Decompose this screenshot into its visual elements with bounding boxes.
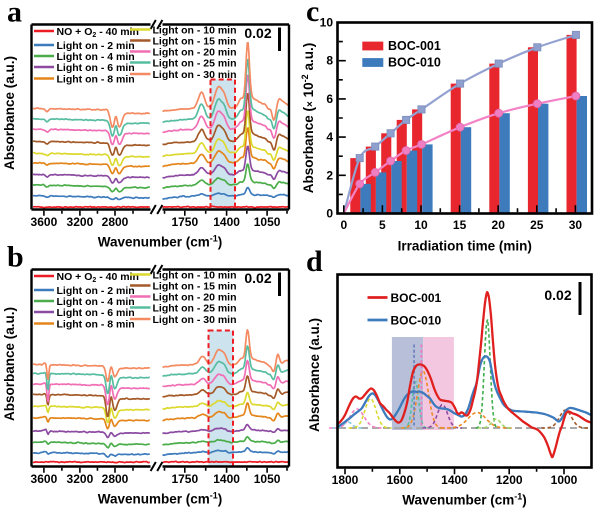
svg-text:3600: 3600 <box>31 215 58 229</box>
svg-text:Absorbance (a.u.): Absorbance (a.u.) <box>2 56 17 170</box>
svg-text:1000: 1000 <box>551 473 578 487</box>
svg-text:8: 8 <box>326 54 333 68</box>
svg-text:c: c <box>306 0 319 28</box>
svg-text:Light on - 25 min: Light on - 25 min <box>153 302 237 314</box>
svg-text:Wavenumber (cm-1): Wavenumber (cm-1) <box>98 491 223 507</box>
svg-text:0.02: 0.02 <box>544 287 571 303</box>
svg-text:15: 15 <box>453 218 467 232</box>
svg-text:Light on - 30 min: Light on - 30 min <box>153 314 237 326</box>
svg-text:Light on - 10 min: Light on - 10 min <box>153 24 237 36</box>
svg-text:Light on - 8 min: Light on - 8 min <box>57 73 135 85</box>
svg-text:Wavenumber (cm-1): Wavenumber (cm-1) <box>402 492 527 508</box>
svg-text:a: a <box>7 0 22 29</box>
svg-text:4: 4 <box>326 130 333 144</box>
svg-text:5: 5 <box>379 218 386 232</box>
svg-text:BOC-010: BOC-010 <box>391 314 442 328</box>
svg-text:Light on - 20 min: Light on - 20 min <box>153 46 237 58</box>
svg-text:0.02: 0.02 <box>244 270 271 286</box>
svg-text:1750: 1750 <box>171 472 198 486</box>
svg-text:0: 0 <box>326 207 333 221</box>
svg-text:25: 25 <box>530 218 544 232</box>
svg-text:Light on - 15 min: Light on - 15 min <box>153 35 237 47</box>
svg-text:3600: 3600 <box>31 472 58 486</box>
svg-text:Absorbance (× 10-2 a.u.): Absorbance (× 10-2 a.u.) <box>300 43 316 193</box>
svg-text:1050: 1050 <box>254 215 281 229</box>
svg-text:6: 6 <box>326 92 333 106</box>
svg-text:Irradiation time (min): Irradiation time (min) <box>398 239 532 254</box>
svg-text:Light on - 10 min: Light on - 10 min <box>153 269 237 281</box>
svg-text:Light on - 30 min: Light on - 30 min <box>153 69 237 81</box>
svg-text:0.02: 0.02 <box>244 25 271 41</box>
svg-text:0: 0 <box>340 218 347 232</box>
svg-text:10: 10 <box>414 218 428 232</box>
svg-text:1400: 1400 <box>441 473 468 487</box>
svg-text:NO + O2 - 40 min: NO + O2 - 40 min <box>57 26 139 39</box>
svg-text:2: 2 <box>326 168 333 182</box>
svg-text:NO + O2 - 40 min: NO + O2 - 40 min <box>57 271 139 284</box>
svg-text:d: d <box>306 245 323 278</box>
svg-text:1200: 1200 <box>496 473 523 487</box>
svg-text:2800: 2800 <box>102 215 129 229</box>
svg-text:1050: 1050 <box>254 472 281 486</box>
svg-text:3200: 3200 <box>67 472 94 486</box>
svg-text:Light on - 20 min: Light on - 20 min <box>153 291 237 303</box>
svg-text:Light on - 4 min: Light on - 4 min <box>57 296 135 308</box>
svg-text:10: 10 <box>320 16 334 30</box>
svg-text:Wavenumber (cm-1): Wavenumber (cm-1) <box>98 234 223 250</box>
svg-text:BOC-010: BOC-010 <box>388 56 441 70</box>
svg-text:Light on - 25 min: Light on - 25 min <box>153 57 237 69</box>
svg-text:20: 20 <box>492 218 506 232</box>
svg-text:30: 30 <box>569 218 583 232</box>
svg-text:2800: 2800 <box>102 472 129 486</box>
svg-text:Absorbance (a.u.): Absorbance (a.u.) <box>307 318 322 432</box>
svg-text:1750: 1750 <box>171 215 198 229</box>
svg-text:Light on - 2 min: Light on - 2 min <box>57 285 135 297</box>
svg-text:Light on - 15 min: Light on - 15 min <box>153 280 237 292</box>
svg-text:Light on - 6 min: Light on - 6 min <box>57 62 135 74</box>
svg-text:Light on - 4 min: Light on - 4 min <box>57 51 135 63</box>
svg-text:1400: 1400 <box>213 472 240 486</box>
svg-text:Light on - 8 min: Light on - 8 min <box>57 318 135 330</box>
svg-text:BOC-001: BOC-001 <box>391 291 442 305</box>
svg-text:Light on - 6 min: Light on - 6 min <box>57 307 135 319</box>
svg-text:3200: 3200 <box>67 215 94 229</box>
svg-text:Absorbance (a.u.): Absorbance (a.u.) <box>2 307 17 421</box>
svg-text:b: b <box>7 241 24 274</box>
svg-text:BOC-001: BOC-001 <box>388 39 441 53</box>
svg-text:1400: 1400 <box>213 215 240 229</box>
svg-text:Light on - 2 min: Light on - 2 min <box>57 40 135 52</box>
svg-text:1600: 1600 <box>386 473 413 487</box>
svg-text:1800: 1800 <box>332 473 359 487</box>
